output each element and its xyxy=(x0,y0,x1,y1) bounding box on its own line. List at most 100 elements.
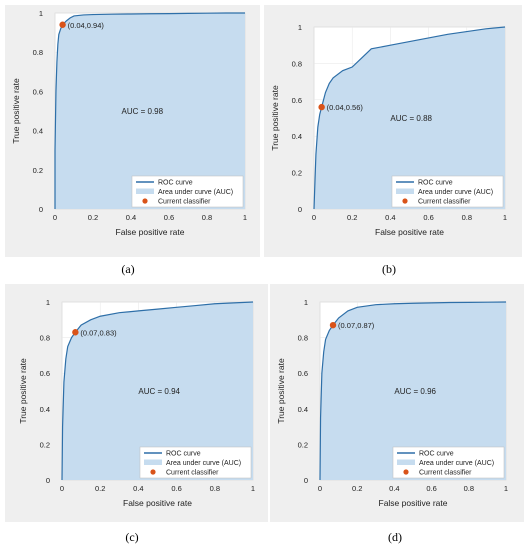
y-tick-label: 0.4 xyxy=(292,132,302,141)
x-tick-label: 0.6 xyxy=(164,213,174,222)
x-tick-label: 0.2 xyxy=(95,484,105,493)
y-axis-title: True positive rate xyxy=(11,78,21,144)
x-tick-label: 0.6 xyxy=(423,213,433,222)
legend-classifier-label: Current classifier xyxy=(166,470,219,477)
x-tick-label: 0 xyxy=(312,213,316,222)
x-tick-label: 0.8 xyxy=(210,484,220,493)
y-tick-label: 0 xyxy=(39,205,43,214)
x-tick-label: 0.4 xyxy=(133,484,143,493)
x-tick-label: 0 xyxy=(318,484,322,493)
x-tick-label: 0 xyxy=(53,213,57,222)
legend-classifier-swatch xyxy=(142,198,148,204)
x-tick-label: 0.6 xyxy=(171,484,181,493)
legend-auc-label: Area under curve (AUC) xyxy=(166,460,241,467)
auc-area xyxy=(55,13,245,209)
legend-auc-label: Area under curve (AUC) xyxy=(158,189,233,196)
y-tick-label: 0 xyxy=(46,476,50,485)
y-tick-label: 1 xyxy=(298,23,302,32)
y-tick-label: 0.6 xyxy=(292,96,302,105)
x-tick-label: 0.8 xyxy=(462,213,472,222)
x-tick-label: 0 xyxy=(60,484,64,493)
legend-roc-label: ROC curve xyxy=(419,451,454,458)
roc-curve-line xyxy=(319,301,507,481)
legend-auc-swatch xyxy=(144,459,162,465)
y-tick-label: 0.8 xyxy=(298,334,308,343)
y-tick-label: 0.4 xyxy=(298,405,308,414)
y-tick-label: 0.2 xyxy=(292,169,302,178)
x-tick-label: 0.8 xyxy=(464,484,474,493)
current-classifier-point xyxy=(329,321,337,329)
x-tick-label: 0.2 xyxy=(88,213,98,222)
legend-auc-label: Area under curve (AUC) xyxy=(418,189,493,196)
legend-classifier-label: Current classifier xyxy=(158,199,211,206)
auc-label: AUC = 0.88 xyxy=(390,114,432,123)
legend-auc-swatch xyxy=(397,459,415,465)
legend-classifier-swatch xyxy=(402,198,408,204)
current-classifier-label: (0.04,0.56) xyxy=(327,103,364,112)
y-tick-label: 0.8 xyxy=(40,334,50,343)
x-tick-label: 0.4 xyxy=(126,213,136,222)
y-tick-label: 0.2 xyxy=(298,440,308,449)
legend-classifier-label: Current classifier xyxy=(418,199,471,206)
x-tick-label: 0.6 xyxy=(426,484,436,493)
y-tick-label: 1 xyxy=(304,298,308,307)
y-tick-label: 0 xyxy=(298,205,302,214)
x-tick-label: 1 xyxy=(251,484,255,493)
x-axis-title: False positive rate xyxy=(123,498,192,508)
auc-area xyxy=(320,302,506,480)
x-axis-title: False positive rate xyxy=(375,227,444,237)
auc-label: AUC = 0.98 xyxy=(122,107,164,116)
legend-classifier-swatch xyxy=(150,469,156,475)
y-tick-label: 0.8 xyxy=(33,48,43,57)
x-tick-label: 0.8 xyxy=(202,213,212,222)
y-tick-label: 0.4 xyxy=(33,127,43,136)
legend-roc-label: ROC curve xyxy=(418,180,453,187)
y-axis-title: True positive rate xyxy=(276,358,286,424)
x-axis-title: False positive rate xyxy=(116,227,185,237)
panel-label-c: (c) xyxy=(125,530,139,544)
y-tick-label: 0 xyxy=(304,476,308,485)
legend-auc-swatch xyxy=(396,188,414,194)
y-tick-label: 0.8 xyxy=(292,59,302,68)
roc-chart-c: 0 0 0.2 0.2 0.4 0.4 0.6 0.6 0.8 0.8 1 1 (0.07,0.83) A… xyxy=(5,284,268,522)
y-tick-label: 1 xyxy=(39,9,43,18)
legend-roc-label: ROC curve xyxy=(166,451,201,458)
roc-chart-a: 0 0 0.2 0.2 0.4 0.4 0.6 0.6 0.8 0.8 1 1 (0.04,0.94) A… xyxy=(5,5,260,257)
x-tick-label: 0.4 xyxy=(385,213,395,222)
legend-auc-swatch xyxy=(136,188,154,194)
y-tick-label: 0.2 xyxy=(33,166,43,175)
panel-label-b: (b) xyxy=(382,262,396,276)
y-tick-label: 0.4 xyxy=(40,405,50,414)
roc-panel-d: 0 0 0.2 0.2 0.4 0.4 0.6 0.6 0.8 0.8 1 1 (0.07,0.87) A… xyxy=(270,284,524,522)
y-tick-label: 0.2 xyxy=(40,440,50,449)
current-classifier-label: (0.07,0.83) xyxy=(80,328,117,337)
current-classifier-label: (0.07,0.87) xyxy=(338,321,375,330)
roc-curve-line xyxy=(54,12,245,209)
legend-auc-label: Area under curve (AUC) xyxy=(419,460,494,467)
auc-label: AUC = 0.94 xyxy=(138,387,180,396)
x-axis-title: False positive rate xyxy=(379,498,448,508)
y-axis-title: True positive rate xyxy=(270,85,280,151)
x-tick-label: 1 xyxy=(243,213,247,222)
y-tick-label: 0.6 xyxy=(33,87,43,96)
y-axis-title: True positive rate xyxy=(18,358,28,424)
panel-label-a: (a) xyxy=(121,262,135,276)
legend-classifier-label: Current classifier xyxy=(419,470,472,477)
auc-label: AUC = 0.96 xyxy=(394,387,436,396)
current-classifier-point xyxy=(318,103,325,111)
x-tick-label: 0.4 xyxy=(389,484,399,493)
legend-classifier-swatch xyxy=(403,469,409,475)
x-tick-label: 1 xyxy=(504,484,508,493)
y-tick-label: 0.6 xyxy=(298,369,308,378)
current-classifier-point xyxy=(72,329,79,336)
roc-chart-b: 0 0 0.2 0.2 0.4 0.4 0.6 0.6 0.8 0.8 1 1 (0.04,0.56) A… xyxy=(264,5,522,257)
current-classifier-point xyxy=(59,21,66,28)
roc-curve-line xyxy=(61,301,254,481)
panel-label-d: (d) xyxy=(388,530,402,544)
y-tick-label: 1 xyxy=(46,298,50,307)
legend-roc-label: ROC curve xyxy=(158,180,193,187)
roc-curve-line xyxy=(313,26,506,210)
x-tick-label: 0.2 xyxy=(352,484,362,493)
x-tick-label: 1 xyxy=(503,213,507,222)
x-tick-label: 0.2 xyxy=(347,213,357,222)
